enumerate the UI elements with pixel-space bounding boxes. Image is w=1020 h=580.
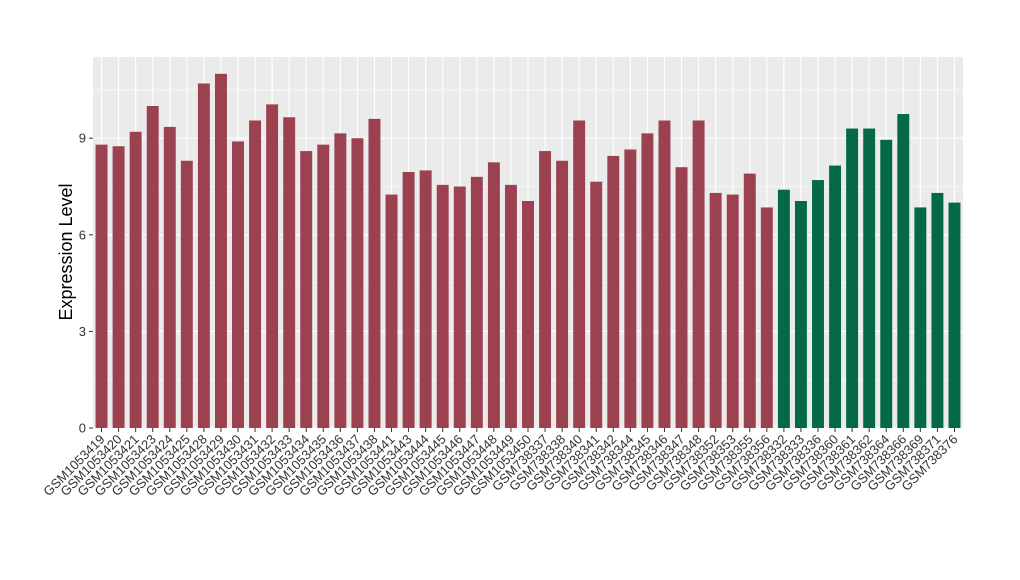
bar bbox=[214, 73, 227, 429]
bar bbox=[539, 151, 552, 428]
bar bbox=[760, 207, 773, 428]
bar bbox=[692, 120, 705, 429]
bar bbox=[419, 170, 432, 428]
bar bbox=[709, 192, 722, 428]
bar bbox=[914, 207, 927, 428]
bar bbox=[487, 162, 500, 428]
bar-series bbox=[95, 73, 961, 429]
bar bbox=[573, 120, 586, 429]
bar bbox=[453, 186, 466, 428]
bar bbox=[590, 181, 603, 428]
bar bbox=[334, 133, 347, 428]
bar bbox=[283, 117, 296, 429]
bar bbox=[880, 139, 893, 428]
y-axis-title: Expression Level bbox=[56, 183, 76, 320]
bar bbox=[556, 160, 569, 429]
bar bbox=[504, 184, 517, 428]
bar bbox=[436, 184, 449, 428]
bar bbox=[249, 120, 262, 429]
y-tick-label: 3 bbox=[79, 324, 86, 339]
bar bbox=[368, 118, 381, 428]
bar bbox=[163, 126, 176, 429]
y-tick-label: 0 bbox=[79, 421, 86, 436]
bar bbox=[658, 120, 671, 429]
bar bbox=[146, 106, 159, 428]
bar bbox=[607, 155, 620, 428]
bar bbox=[317, 144, 330, 428]
bar bbox=[675, 167, 688, 428]
bar bbox=[129, 131, 142, 428]
bar bbox=[812, 180, 824, 428]
bar bbox=[641, 133, 654, 428]
bar bbox=[897, 114, 910, 429]
bar bbox=[470, 176, 483, 428]
y-tick-label: 6 bbox=[79, 227, 86, 242]
bar bbox=[180, 160, 193, 429]
bar bbox=[743, 173, 756, 428]
x-axis: GSM1053419GSM1053420GSM1053421GSM1053423… bbox=[40, 428, 961, 499]
bar bbox=[794, 200, 807, 428]
bar bbox=[829, 165, 842, 428]
y-axis: 0 3 6 9 bbox=[79, 131, 93, 436]
bar bbox=[624, 149, 637, 428]
bar bbox=[197, 83, 210, 429]
bar bbox=[300, 151, 313, 428]
bar bbox=[402, 172, 415, 428]
bar bbox=[777, 189, 790, 428]
bar bbox=[863, 128, 876, 429]
bar bbox=[266, 104, 279, 428]
bar bbox=[846, 128, 859, 429]
bar bbox=[112, 146, 125, 428]
bar bbox=[522, 200, 534, 428]
bar bbox=[726, 194, 739, 428]
bar bbox=[385, 194, 398, 428]
y-tick-label: 9 bbox=[79, 131, 86, 146]
bar bbox=[931, 192, 944, 428]
bar bbox=[232, 141, 244, 429]
bar bbox=[948, 202, 961, 428]
bar bbox=[351, 138, 364, 428]
bar bbox=[95, 144, 108, 428]
